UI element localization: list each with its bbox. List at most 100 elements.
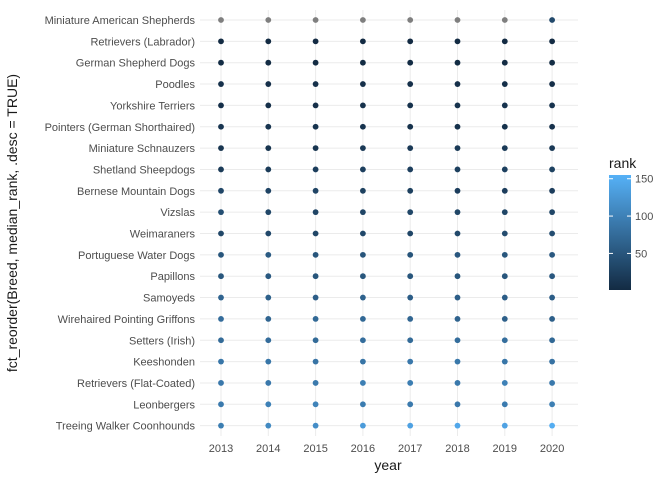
data-point [407, 123, 414, 130]
data-point [312, 273, 319, 280]
x-tick-label: 2015 [303, 443, 327, 455]
y-tick-label: Miniature American Shepherds [45, 15, 196, 27]
data-point [360, 166, 366, 173]
y-tick-label: Treeing Walker Coonhounds [56, 421, 196, 433]
data-point [454, 422, 461, 429]
data-point [549, 38, 555, 45]
y-tick-label: Retrievers (Labrador) [90, 36, 195, 48]
data-point [312, 166, 319, 173]
data-point [312, 59, 319, 66]
data-point [549, 358, 555, 365]
data-point [312, 17, 319, 23]
data-point [407, 422, 414, 429]
data-point [265, 81, 272, 87]
data-point [501, 145, 508, 152]
data-point [501, 187, 508, 194]
data-point [218, 380, 224, 386]
data-point [407, 337, 414, 344]
data-point [312, 123, 319, 130]
y-axis-title: fct_reorder(Breed, median_rank, .desc = … [4, 74, 20, 372]
data-point [360, 17, 366, 23]
y-tick-label: Weimaraners [130, 229, 196, 241]
data-point [407, 230, 414, 237]
data-point [407, 251, 414, 258]
data-point [549, 380, 555, 386]
data-point [454, 337, 461, 344]
data-point [549, 166, 555, 173]
data-point [265, 358, 272, 365]
grid-lines [200, 10, 578, 436]
data-point [407, 380, 414, 386]
data-point [407, 187, 414, 194]
data-point [549, 273, 555, 280]
data-point [360, 251, 366, 258]
y-axis-tick-labels: Miniature American Shepherds Retrievers (… [45, 15, 196, 433]
data-point [407, 273, 414, 280]
data-point [360, 209, 366, 216]
data-point [549, 187, 555, 194]
data-point [218, 59, 224, 66]
x-tick-label: 2014 [256, 443, 280, 455]
data-point [265, 230, 272, 237]
data-point [501, 166, 508, 173]
data-point [549, 145, 555, 152]
data-point [407, 145, 414, 152]
data-point [265, 145, 272, 152]
y-tick-label: Retrievers (Flat-Coated) [77, 378, 195, 390]
data-point [218, 273, 224, 280]
data-point [501, 401, 508, 408]
x-tick-label: 2016 [351, 443, 375, 455]
legend-label: 150 [635, 174, 653, 186]
data-point [407, 38, 414, 45]
data-point [265, 316, 272, 322]
y-tick-label: Papillons [150, 271, 195, 283]
data-point [218, 401, 224, 408]
legend-color-bar [609, 175, 631, 290]
data-point [265, 401, 272, 408]
x-tick-label: 2017 [398, 443, 422, 455]
data-point [312, 316, 319, 322]
data-point [407, 401, 414, 408]
data-point [360, 59, 366, 66]
data-point [454, 38, 461, 45]
data-point [501, 230, 508, 237]
data-point [360, 145, 366, 152]
data-point [501, 294, 508, 301]
data-point [218, 38, 224, 45]
data-point [501, 273, 508, 280]
data-point [265, 209, 272, 216]
data-point [360, 294, 366, 301]
data-point [312, 187, 319, 194]
data-point [407, 17, 414, 23]
legend-label: 50 [635, 248, 647, 260]
data-point [312, 401, 319, 408]
y-tick-label: Bernese Mountain Dogs [77, 186, 196, 198]
y-tick-label: Setters (Irish) [129, 335, 195, 347]
x-axis-title: year [374, 457, 402, 473]
data-point [360, 358, 366, 365]
data-point [407, 358, 414, 365]
data-point [501, 123, 508, 130]
legend-title: rank [609, 155, 637, 171]
data-point [265, 123, 272, 130]
data-point [360, 187, 366, 194]
data-point [549, 81, 555, 87]
data-point [265, 102, 272, 109]
data-point [454, 273, 461, 280]
x-tick-label: 2013 [209, 443, 233, 455]
y-tick-label: Miniature Schnauzers [89, 143, 196, 155]
data-point [218, 102, 224, 109]
data-point [218, 145, 224, 152]
data-point [549, 102, 555, 109]
data-point [360, 81, 366, 87]
data-points [218, 17, 555, 429]
data-point [407, 102, 414, 109]
data-point [360, 401, 366, 408]
data-point [312, 230, 319, 237]
data-point [218, 187, 224, 194]
data-point [218, 251, 224, 258]
legend-label: 100 [635, 211, 653, 223]
data-point [312, 294, 319, 301]
data-point [312, 38, 319, 45]
data-point [312, 81, 319, 87]
